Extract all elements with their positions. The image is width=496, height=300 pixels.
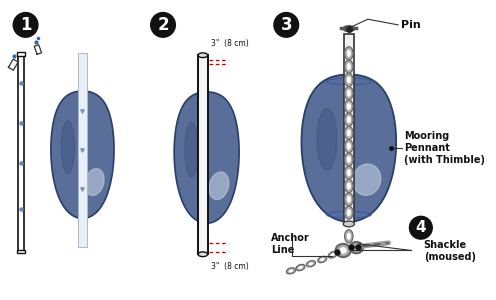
Ellipse shape: [61, 121, 74, 174]
Text: Mooring
Pennant
(with Thimble): Mooring Pennant (with Thimble): [404, 131, 485, 165]
Ellipse shape: [347, 232, 351, 240]
Ellipse shape: [345, 193, 353, 206]
Ellipse shape: [345, 166, 353, 179]
Ellipse shape: [347, 50, 351, 57]
Ellipse shape: [320, 258, 324, 261]
Ellipse shape: [353, 164, 381, 195]
Ellipse shape: [347, 182, 351, 190]
Bar: [198, 55, 208, 254]
Ellipse shape: [289, 269, 293, 272]
Text: 3"  (8 cm): 3" (8 cm): [211, 262, 249, 271]
Ellipse shape: [347, 89, 351, 97]
Ellipse shape: [345, 47, 353, 60]
Ellipse shape: [347, 103, 351, 110]
Ellipse shape: [347, 196, 351, 203]
Ellipse shape: [318, 256, 327, 263]
Text: 4: 4: [416, 220, 426, 235]
Circle shape: [410, 216, 432, 239]
Ellipse shape: [345, 230, 353, 243]
Ellipse shape: [353, 245, 360, 250]
Ellipse shape: [347, 156, 351, 163]
Ellipse shape: [345, 206, 353, 219]
Ellipse shape: [335, 244, 351, 257]
Ellipse shape: [345, 153, 353, 166]
Bar: [16, 52, 25, 56]
Ellipse shape: [345, 86, 353, 100]
Ellipse shape: [350, 242, 363, 253]
Ellipse shape: [345, 60, 353, 73]
Text: 3: 3: [280, 16, 292, 34]
Ellipse shape: [85, 169, 104, 195]
Ellipse shape: [185, 122, 198, 177]
Ellipse shape: [345, 100, 353, 113]
Ellipse shape: [343, 221, 355, 227]
Ellipse shape: [345, 113, 353, 126]
Bar: [16, 250, 25, 253]
Bar: [344, 34, 354, 224]
Ellipse shape: [330, 253, 335, 256]
Circle shape: [13, 13, 38, 37]
Ellipse shape: [347, 209, 351, 216]
Ellipse shape: [296, 264, 305, 271]
Ellipse shape: [286, 268, 296, 274]
Ellipse shape: [347, 142, 351, 150]
Ellipse shape: [198, 53, 208, 58]
Text: Pin: Pin: [401, 20, 421, 30]
Ellipse shape: [345, 73, 353, 86]
Ellipse shape: [307, 261, 315, 267]
Ellipse shape: [347, 63, 351, 70]
Ellipse shape: [345, 179, 353, 193]
Text: 3"  (8 cm): 3" (8 cm): [211, 39, 249, 48]
Text: 1: 1: [20, 16, 31, 34]
Text: Anchor
Line: Anchor Line: [271, 233, 310, 255]
Text: Shackle
(moused): Shackle (moused): [424, 240, 476, 262]
Circle shape: [151, 13, 176, 37]
Ellipse shape: [328, 251, 337, 258]
Ellipse shape: [347, 129, 351, 137]
Polygon shape: [302, 74, 396, 222]
Ellipse shape: [347, 116, 351, 123]
Bar: [78, 53, 87, 247]
Polygon shape: [51, 91, 114, 218]
Ellipse shape: [345, 140, 353, 153]
Ellipse shape: [209, 172, 229, 200]
Text: 2: 2: [157, 16, 169, 34]
Ellipse shape: [198, 252, 208, 256]
Bar: [17, 53, 24, 252]
Ellipse shape: [347, 169, 351, 176]
Ellipse shape: [339, 247, 347, 254]
Ellipse shape: [347, 76, 351, 83]
Ellipse shape: [345, 126, 353, 140]
Ellipse shape: [343, 26, 355, 32]
Circle shape: [274, 13, 299, 37]
Ellipse shape: [309, 262, 313, 265]
Ellipse shape: [317, 109, 337, 170]
Polygon shape: [174, 92, 239, 223]
Ellipse shape: [298, 266, 303, 269]
